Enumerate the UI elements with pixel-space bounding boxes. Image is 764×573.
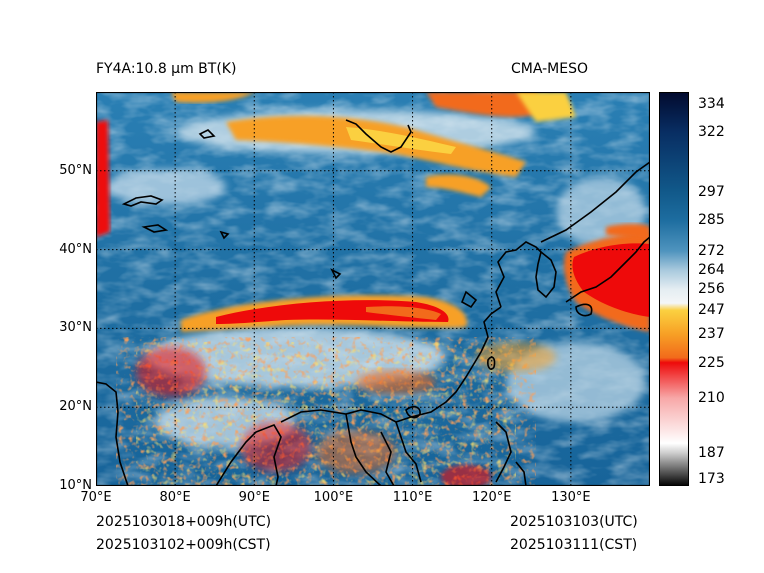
colorbar-tick-label: 225 [698,354,725,371]
colorbar-ticks [688,103,689,486]
lon-tick-label: 100°E [313,490,354,505]
init-time-cst: 2025103102+009h(CST) [96,537,271,553]
model-source-label: CMA-MESO [511,61,589,77]
valid-time-cst: 2025103111(CST) [510,537,638,553]
colorbar-tick-label: 272 [698,243,725,260]
colorbar-tick-label: 173 [698,471,725,487]
lat-tick-label: 30°N [59,320,92,336]
colorbar-ramp [659,92,689,486]
lon-tick-label: 90°E [238,490,270,505]
colorbar-tick-label: 285 [698,212,725,229]
lon-tick-label: 120°E [471,490,512,505]
lat-tick-label: 10°N [59,478,92,493]
japan-storm-cluster [564,223,650,332]
colorbar-gradient [659,92,689,486]
valid-time-utc: 2025103103(UTC) [510,514,638,530]
colorbar-tick-label: 322 [698,124,725,141]
map-frame [96,92,650,486]
colorbar-tick-label: 334 [698,95,725,112]
colorbar-tick-label: 297 [698,183,725,200]
lat-tick-label: 50°N [59,162,92,178]
lon-tick-label: 130°E [551,490,591,505]
colorbar-tick-label: 256 [698,281,725,297]
southern-convection [116,337,556,486]
lat-tick-label: 20°N [59,399,92,415]
satellite-bt-map [96,92,650,486]
colorbar-tick-label: 210 [698,390,725,407]
lon-tick-label: 110°E [392,490,433,505]
northern-cloud-band [171,92,576,197]
central-china-cloud-band [181,295,467,332]
west-edge-cloud [96,120,110,237]
colorbar-tick-label: 237 [698,326,725,343]
product-title: FY4A:10.8 µm BT(K) [96,61,237,77]
graticule [96,92,650,486]
colorbar-tick-label: 247 [698,302,725,319]
colorbar-tick-label: 264 [698,262,725,278]
init-time-utc: 2025103018+009h(UTC) [96,514,272,530]
lon-tick-label: 70°E [80,490,112,505]
lon-tick-label: 80°E [159,490,191,505]
lat-tick-label: 40°N [59,241,92,257]
colorbar-tick-label: 187 [698,444,725,461]
coastlines [96,119,650,486]
colorbar [659,92,689,486]
